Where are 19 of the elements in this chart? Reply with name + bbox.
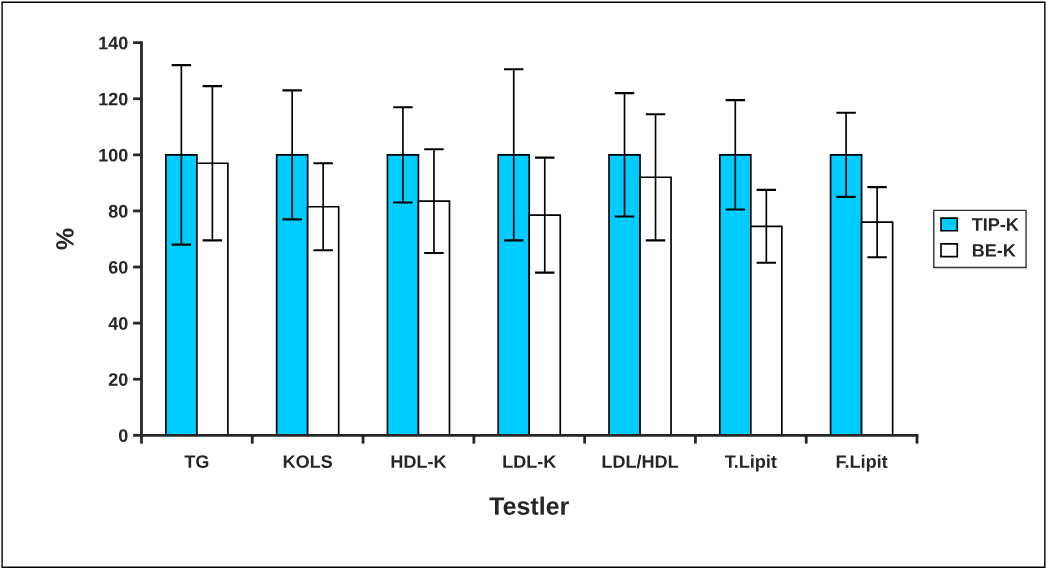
y-tick-label: 80 xyxy=(108,204,128,218)
legend-label: TIP-K xyxy=(971,218,1019,231)
legend-label: BE-K xyxy=(972,244,1016,257)
x-tick-label: F.Lipit xyxy=(836,454,888,472)
y-tick-label: 0 xyxy=(118,429,128,443)
y-tick-label: 100 xyxy=(99,148,128,162)
x-tick-label: KOLS xyxy=(283,455,333,468)
y-axis-title: % xyxy=(56,228,74,250)
y-tick-label: 140 xyxy=(99,36,128,50)
y-tick-label: 120 xyxy=(99,92,128,106)
x-tick-label: TG xyxy=(184,455,209,468)
y-tick-label: 60 xyxy=(108,260,128,274)
x-tick-label: LDL/HDL xyxy=(602,454,679,469)
y-tick-label: 20 xyxy=(108,373,128,386)
x-axis-title: Testler xyxy=(489,496,569,515)
y-tick-label: 40 xyxy=(108,317,128,330)
x-tick-label: LDL-K xyxy=(503,455,557,468)
x-tick-label: T.Lipit xyxy=(724,454,777,472)
x-tick-label: HDL-K xyxy=(391,455,447,468)
